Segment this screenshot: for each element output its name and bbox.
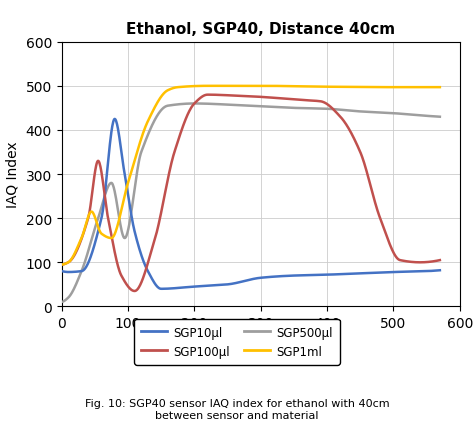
Y-axis label: IAQ Index: IAQ Index <box>6 141 20 208</box>
Title: Ethanol, SGP40, Distance 40cm: Ethanol, SGP40, Distance 40cm <box>126 22 395 37</box>
Text: Fig. 10: SGP40 sensor IAQ index for ethanol with 40cm
between sensor and materia: Fig. 10: SGP40 sensor IAQ index for etha… <box>85 398 389 420</box>
X-axis label: Time (sec): Time (sec) <box>225 336 297 350</box>
Legend: SGP10μl, SGP100μl, SGP500μl, SGP1ml: SGP10μl, SGP100μl, SGP500μl, SGP1ml <box>135 319 339 365</box>
